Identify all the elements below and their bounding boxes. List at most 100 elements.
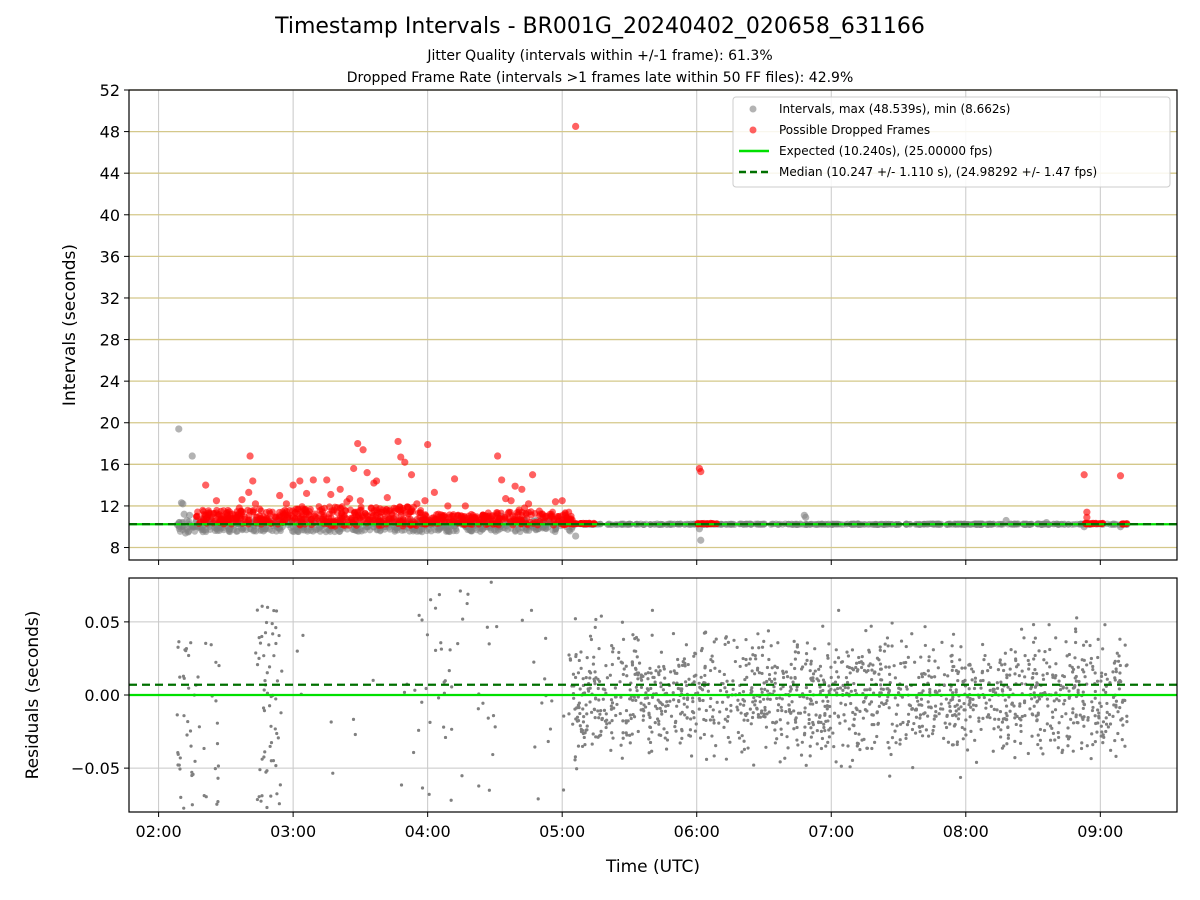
residual-point [1033,653,1037,658]
top-y-tick-label: 52 [100,81,120,100]
residual-point [271,759,276,763]
residual-point [1099,674,1104,678]
residual-point [934,714,938,718]
residual-point [597,679,602,684]
residual-point [1089,756,1093,761]
residual-point [726,714,730,719]
residual-point [609,704,613,708]
residual-point [636,695,640,699]
residual-point [663,676,667,680]
residual-point [878,645,882,649]
residual-point [447,669,451,673]
residual-point [867,650,872,654]
residual-point [710,654,714,658]
residual-point [689,717,693,721]
residual-point [876,721,880,725]
residual-point [1027,667,1031,671]
residual-point [184,649,188,653]
dropped-frame-point [471,513,479,521]
residual-point [959,645,963,649]
residual-point [1043,649,1047,654]
residual-point [582,691,587,695]
residual-point [729,709,733,713]
residual-point [275,679,280,683]
legend-label-median: Median (10.247 +/- 1.110 s), (24.98292 +… [779,165,1097,179]
residual-point [764,725,769,729]
legend: Intervals, max (48.539s), min (8.662s) P… [732,96,1171,188]
residual-point [1108,722,1113,726]
residual-point [760,690,764,694]
dropped-frame-point [363,469,371,477]
dropped-frame-point [504,509,512,517]
residual-point [657,733,661,737]
residual-point [588,634,593,638]
residual-point [937,689,942,693]
x-tick-label: 03:00 [270,822,316,841]
residual-point [827,735,831,739]
residual-point [712,640,716,644]
residual-point [773,681,777,685]
residual-point [897,686,901,690]
residual-point [571,722,575,726]
residual-point [926,669,930,673]
residual-point [1082,715,1086,719]
residual-point [448,648,452,652]
residual-point [176,645,180,649]
residual-point [904,644,908,649]
residual-point [420,786,425,790]
dropped-frame-point [507,497,515,505]
residual-point [1054,691,1058,695]
residual-point [884,665,888,669]
residual-point [873,670,877,674]
x-tick-label: 07:00 [808,822,854,841]
residual-point [1015,714,1019,718]
residual-point [803,710,807,714]
dropped-frame-point [285,511,292,519]
residual-point [1111,670,1115,674]
residual-point [882,649,887,653]
residual-point [1000,663,1004,667]
residual-point [1005,742,1009,746]
residual-point [808,669,812,673]
dropped-frame-point [300,515,308,523]
residual-point [846,654,851,658]
residual-point [823,704,827,709]
residual-point [809,726,813,730]
residual-point [942,683,946,687]
dropped-frame-point [402,509,410,517]
residual-point [1091,667,1095,672]
residual-point [625,674,629,678]
residual-point [1090,708,1095,713]
residual-point [260,757,264,761]
residual-point [1093,696,1097,700]
residual-point [1082,658,1086,662]
residual-point [833,711,837,715]
residual-point [258,641,263,645]
residual-point [971,670,975,674]
residual-point [1013,739,1017,744]
residual-point [1093,689,1097,694]
residual-point [712,721,716,725]
residual-point [275,731,279,736]
residual-point [273,727,277,731]
residual-point [663,736,667,740]
residual-point [1070,665,1074,669]
residual-point [1003,698,1007,702]
residual-point [617,650,621,655]
residual-point [823,728,827,733]
residual-point [793,666,797,671]
residual-point [899,639,904,643]
residual-point [857,732,861,736]
residual-point [458,589,462,593]
residual-point [417,728,421,732]
residual-point [1114,670,1118,674]
residual-point [676,686,680,691]
residual-point [826,653,830,658]
residual-point [775,666,780,670]
bottom-panel-y-ticks: −0.05 0.00 0.05 [71,613,129,778]
residual-point [772,689,776,693]
dropped-frame-point [238,496,246,504]
residual-point [1036,742,1040,747]
residual-point [831,731,835,735]
residual-point [738,664,742,669]
